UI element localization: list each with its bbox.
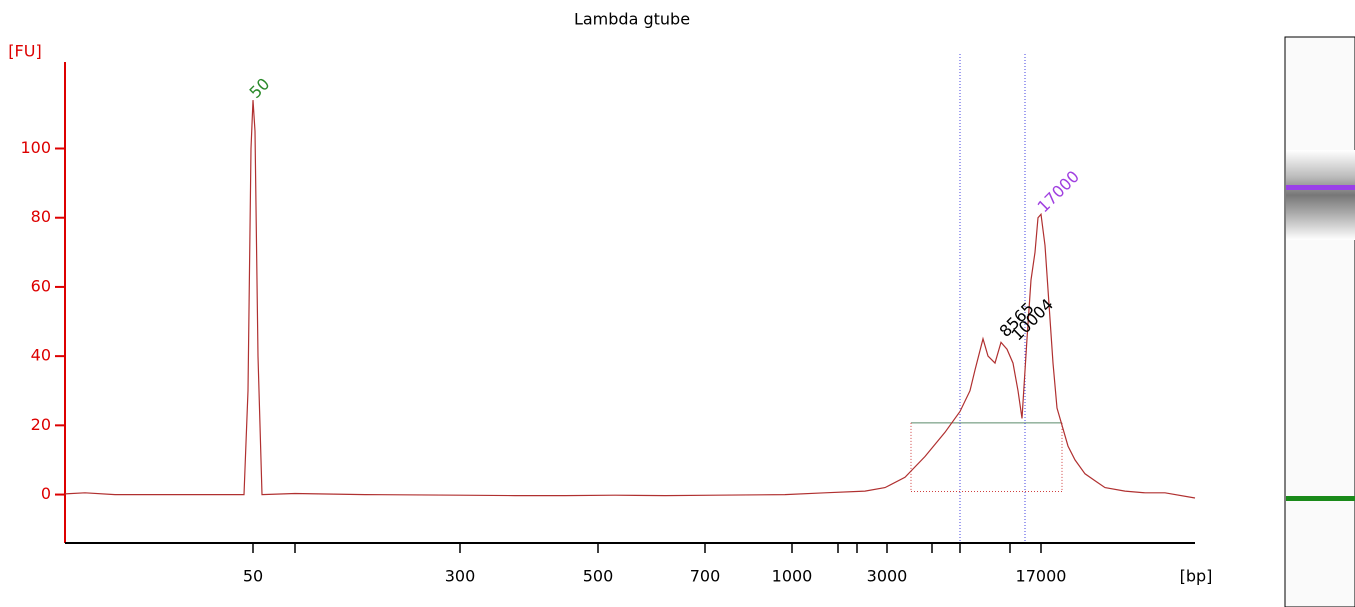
y-tick-label: 0 [41, 484, 51, 503]
gel-lane [1284, 36, 1355, 607]
x-axis-label: [bp] [1180, 567, 1213, 586]
trace [64, 100, 1196, 499]
y-tick-label: 40 [31, 346, 51, 365]
x-tick-label: 700 [690, 567, 721, 586]
x-tick-label: 1000 [772, 567, 813, 586]
x-tick-label: 300 [445, 567, 476, 586]
x-tick-label: 50 [243, 567, 263, 586]
y-tick-label: 20 [31, 415, 51, 434]
y-tick-label: 60 [31, 276, 51, 295]
chart-title: Lambda gtube [574, 10, 690, 29]
peak-label: 50 [246, 74, 274, 102]
y-tick-label: 100 [20, 138, 51, 157]
peak-label: 17000 [1034, 167, 1083, 216]
x-tick-label: 17000 [1016, 567, 1067, 586]
x-tick-label: 3000 [867, 567, 908, 586]
y-axis-label: [FU] [8, 42, 41, 61]
x-tick-label: 500 [583, 567, 614, 586]
y-tick-label: 80 [31, 207, 51, 226]
